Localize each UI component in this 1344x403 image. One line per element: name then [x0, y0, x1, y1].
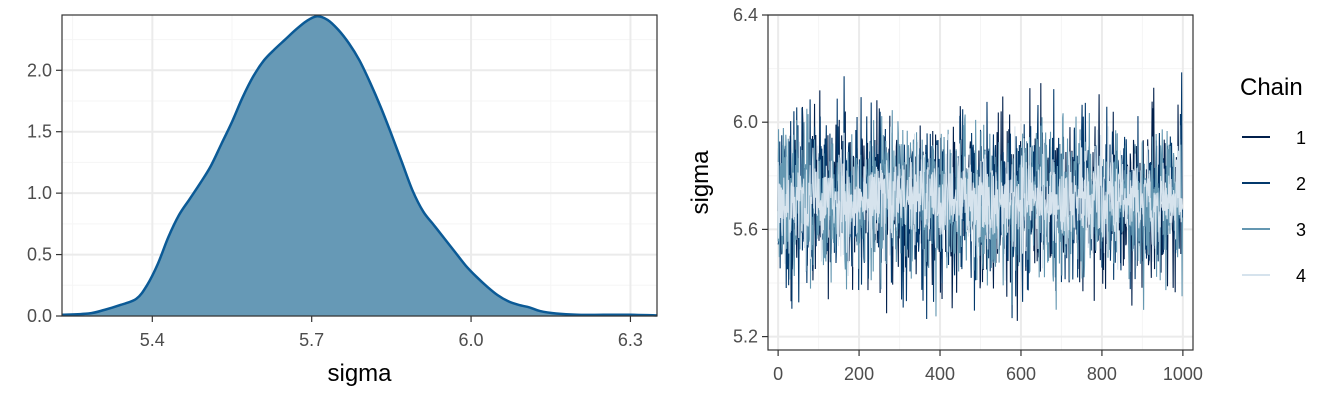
trace-x-axis: 0 200 400 600 800 1000 [773, 350, 1203, 384]
legend-item-chain-3: 3 [1242, 220, 1306, 240]
trace-y-tick-label: 5.6 [733, 219, 758, 239]
density-line [61, 14, 658, 317]
trace-x-tick-label: 200 [844, 364, 874, 384]
trace-line-chain-4 [777, 125, 1184, 281]
trace-y-tick-label: 6.0 [733, 112, 758, 132]
trace-x-tick-label: 800 [1087, 364, 1117, 384]
chain-legend: Chain 1 2 3 4 [1240, 74, 1306, 286]
density-area [62, 16, 657, 317]
trace-x-tick-label: 0 [773, 364, 783, 384]
trace-plot: 0 200 400 600 800 1000 5.2 5.6 6.0 6.4 sigma [687, 5, 1203, 384]
trace-y-tick-label: 6.4 [733, 5, 758, 25]
legend-label: 3 [1296, 220, 1306, 240]
trace-x-tick-label: 600 [1006, 364, 1036, 384]
density-x-tick-label: 6.3 [618, 330, 643, 350]
density-y-axis: 0.0 0.5 1.0 1.5 2.0 [27, 60, 62, 326]
legend-label: 4 [1296, 266, 1306, 286]
trace-panel-border [767, 14, 1194, 351]
density-panel-border [61, 14, 658, 317]
legend-label: 2 [1296, 174, 1306, 194]
density-y-tick-label: 0.5 [27, 245, 52, 265]
trace-lines [777, 72, 1184, 321]
legend-item-chain-1: 1 [1242, 128, 1306, 148]
density-y-tick-label: 1.5 [27, 122, 52, 142]
legend-item-chain-4: 4 [1242, 266, 1306, 286]
density-x-axis: 5.4 5.7 6.0 6.3 [140, 316, 643, 350]
legend-items: 1 2 3 4 [1242, 128, 1306, 286]
density-x-tick-label: 6.0 [459, 330, 484, 350]
density-x-tick-label: 5.7 [299, 330, 324, 350]
legend-item-chain-2: 2 [1242, 174, 1306, 194]
legend-title: Chain [1240, 74, 1303, 101]
density-x-tick-label: 5.4 [140, 330, 165, 350]
density-y-tick-label: 1.0 [27, 183, 52, 203]
trace-y-axis: 5.2 5.6 6.0 6.4 [733, 5, 768, 347]
density-x-axis-title: sigma [327, 360, 392, 387]
legend-label: 1 [1296, 128, 1306, 148]
trace-y-axis-title: sigma [687, 150, 714, 215]
trace-y-tick-label: 5.2 [733, 327, 758, 347]
density-y-tick-label: 2.0 [27, 60, 52, 80]
trace-x-tick-label: 1000 [1163, 364, 1203, 384]
density-y-tick-label: 0.0 [27, 306, 52, 326]
trace-x-tick-label: 400 [925, 364, 955, 384]
